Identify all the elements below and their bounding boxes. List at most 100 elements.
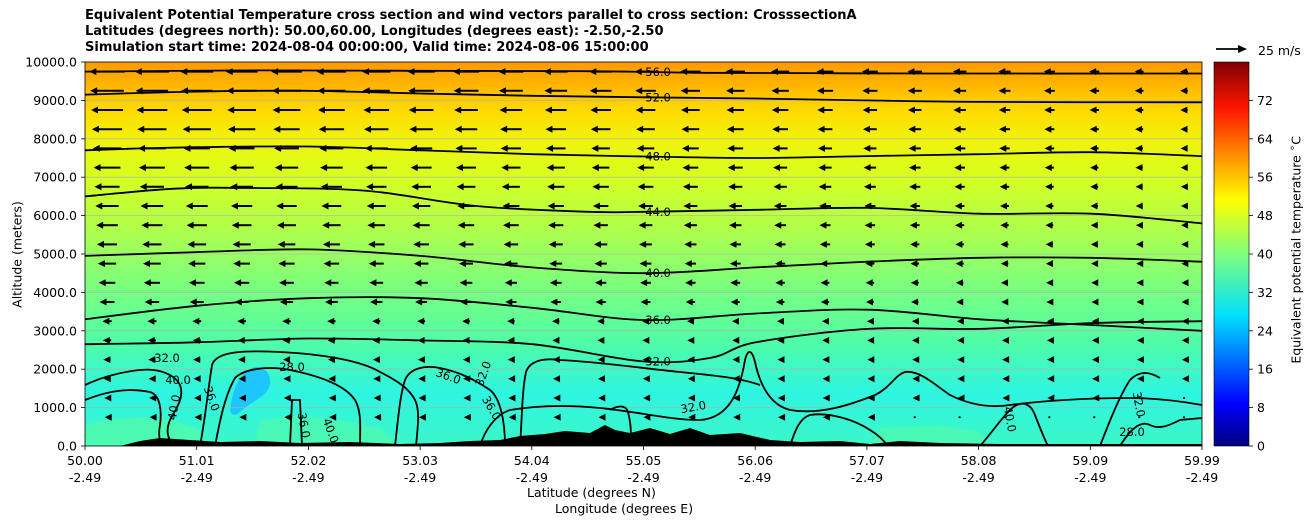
wind-vector <box>1000 202 1009 210</box>
wind-vector <box>911 298 919 306</box>
wind-vector <box>772 125 788 133</box>
wind-vector <box>1045 202 1054 210</box>
wind-vector <box>463 375 471 383</box>
wind-vector <box>999 125 1010 133</box>
wind-vector <box>865 279 875 287</box>
wind-vector <box>642 336 650 344</box>
colorbar-tick-label: 56 <box>1257 170 1273 185</box>
wind-vector <box>103 375 111 383</box>
wind-vector <box>90 87 124 95</box>
wind-vector <box>181 87 213 95</box>
wind-vector <box>1181 221 1189 229</box>
terrain-silhouette <box>120 425 1202 446</box>
wind-vector <box>862 106 878 114</box>
wind-vector <box>232 240 251 248</box>
wind-vector <box>322 240 340 248</box>
x-tick-label-latitude: 58.08 <box>961 453 997 468</box>
wind-vector <box>816 68 834 76</box>
wind-vector <box>412 221 430 229</box>
colorbar-tick-label: 16 <box>1257 362 1273 377</box>
wind-vector <box>1134 87 1144 95</box>
wind-vector <box>1180 106 1188 114</box>
plot-area: 56.0 52.0 48.0 44.0 40.0 36.0 32.0 32.0 28.0 40.… <box>85 62 1202 446</box>
contour-label: 40.0 <box>645 266 671 280</box>
wind-vector <box>640 279 651 287</box>
wind-vector <box>1135 125 1144 133</box>
wind-vector <box>104 394 112 402</box>
contour-line <box>85 248 1202 275</box>
wind-vector <box>642 375 650 383</box>
wind-vector <box>408 87 435 95</box>
wind-vector <box>452 68 480 76</box>
wind-vector <box>864 221 876 229</box>
wind-vector <box>634 68 657 76</box>
wind-vector <box>907 87 922 95</box>
wind-vector <box>1135 202 1143 210</box>
wind-vector <box>907 68 923 76</box>
y-tick-label: 7000.0 <box>33 170 77 185</box>
wind-vector <box>417 336 425 344</box>
wind-vector <box>194 394 202 402</box>
colorbar-tick-label: 48 <box>1257 208 1273 223</box>
y-tick-label: 4000.0 <box>33 285 77 300</box>
wind-vector <box>726 87 745 95</box>
low-level-contour-labels: 32.028.040.036.040.036.0 40.032.036.036.0… <box>154 351 1148 445</box>
wind-vector <box>682 183 698 191</box>
wind-vector <box>867 336 875 344</box>
wind-vector <box>597 375 605 383</box>
wind-vector <box>227 106 257 114</box>
wind-vector <box>732 375 740 383</box>
wind-vector <box>92 144 122 152</box>
wind-vector <box>909 221 920 229</box>
wind-vector <box>1046 298 1054 306</box>
wind-vector <box>591 164 610 172</box>
colorbar-tick-label: 72 <box>1257 93 1273 108</box>
wind-vector <box>730 298 740 306</box>
wind-vector <box>867 394 875 402</box>
wind-vector <box>1046 336 1054 344</box>
wind-vector <box>1181 279 1189 287</box>
wind-vector <box>771 87 789 95</box>
wind-vector <box>1092 394 1100 402</box>
wind-vector <box>369 279 384 287</box>
x-axis: 50.00 -2.49 51.01 -2.49 52.02 -2.49 53.03 -2.49… <box>67 446 1220 485</box>
wind-vector <box>411 183 431 191</box>
wind-vector <box>818 164 832 172</box>
wind-vector <box>1003 416 1006 419</box>
wind-vector <box>272 106 301 114</box>
wind-vector <box>317 106 345 114</box>
wind-vector <box>418 375 426 383</box>
wind-vector <box>822 394 830 402</box>
contour-low-3 <box>199 350 420 446</box>
wind-vector <box>407 68 435 76</box>
wind-vector <box>865 260 875 268</box>
wind-vector <box>639 260 652 268</box>
wind-vector <box>1089 125 1099 133</box>
wind-vector <box>1047 375 1055 383</box>
y-tick-label: 9000.0 <box>33 93 77 108</box>
colorbar-label: Equivalent potential temperature ∘C <box>1286 135 1304 364</box>
wind-vector <box>1043 68 1056 76</box>
contour-label-low: 28.0 <box>1119 425 1145 439</box>
contour-labels: 56.0 52.0 48.0 44.0 40.0 36.0 32.0 <box>645 65 671 369</box>
wind-vector <box>1093 416 1096 419</box>
wind-vector <box>413 240 430 248</box>
y-tick-label: 10000.0 <box>25 55 77 70</box>
wind-vector <box>998 106 1011 114</box>
x-tick-label-longitude: -2.49 <box>627 470 659 485</box>
wind-vector <box>362 68 391 76</box>
wind-vector <box>409 125 433 133</box>
wind-vector <box>234 279 250 287</box>
wind-vector <box>594 260 607 268</box>
wind-vector <box>866 298 874 306</box>
colorbar-tick-label: 32 <box>1257 285 1273 300</box>
wind-vector <box>816 87 834 95</box>
wind-vector <box>953 144 966 152</box>
wind-vector <box>954 202 965 210</box>
chart-title: Equivalent Potential Temperature cross s… <box>85 8 857 56</box>
contour-label: 56.0 <box>645 65 671 79</box>
x-tick-label-longitude: -2.49 <box>739 470 771 485</box>
wind-vector <box>548 221 564 229</box>
wind-vector <box>597 317 605 325</box>
wind-vector <box>454 106 478 114</box>
